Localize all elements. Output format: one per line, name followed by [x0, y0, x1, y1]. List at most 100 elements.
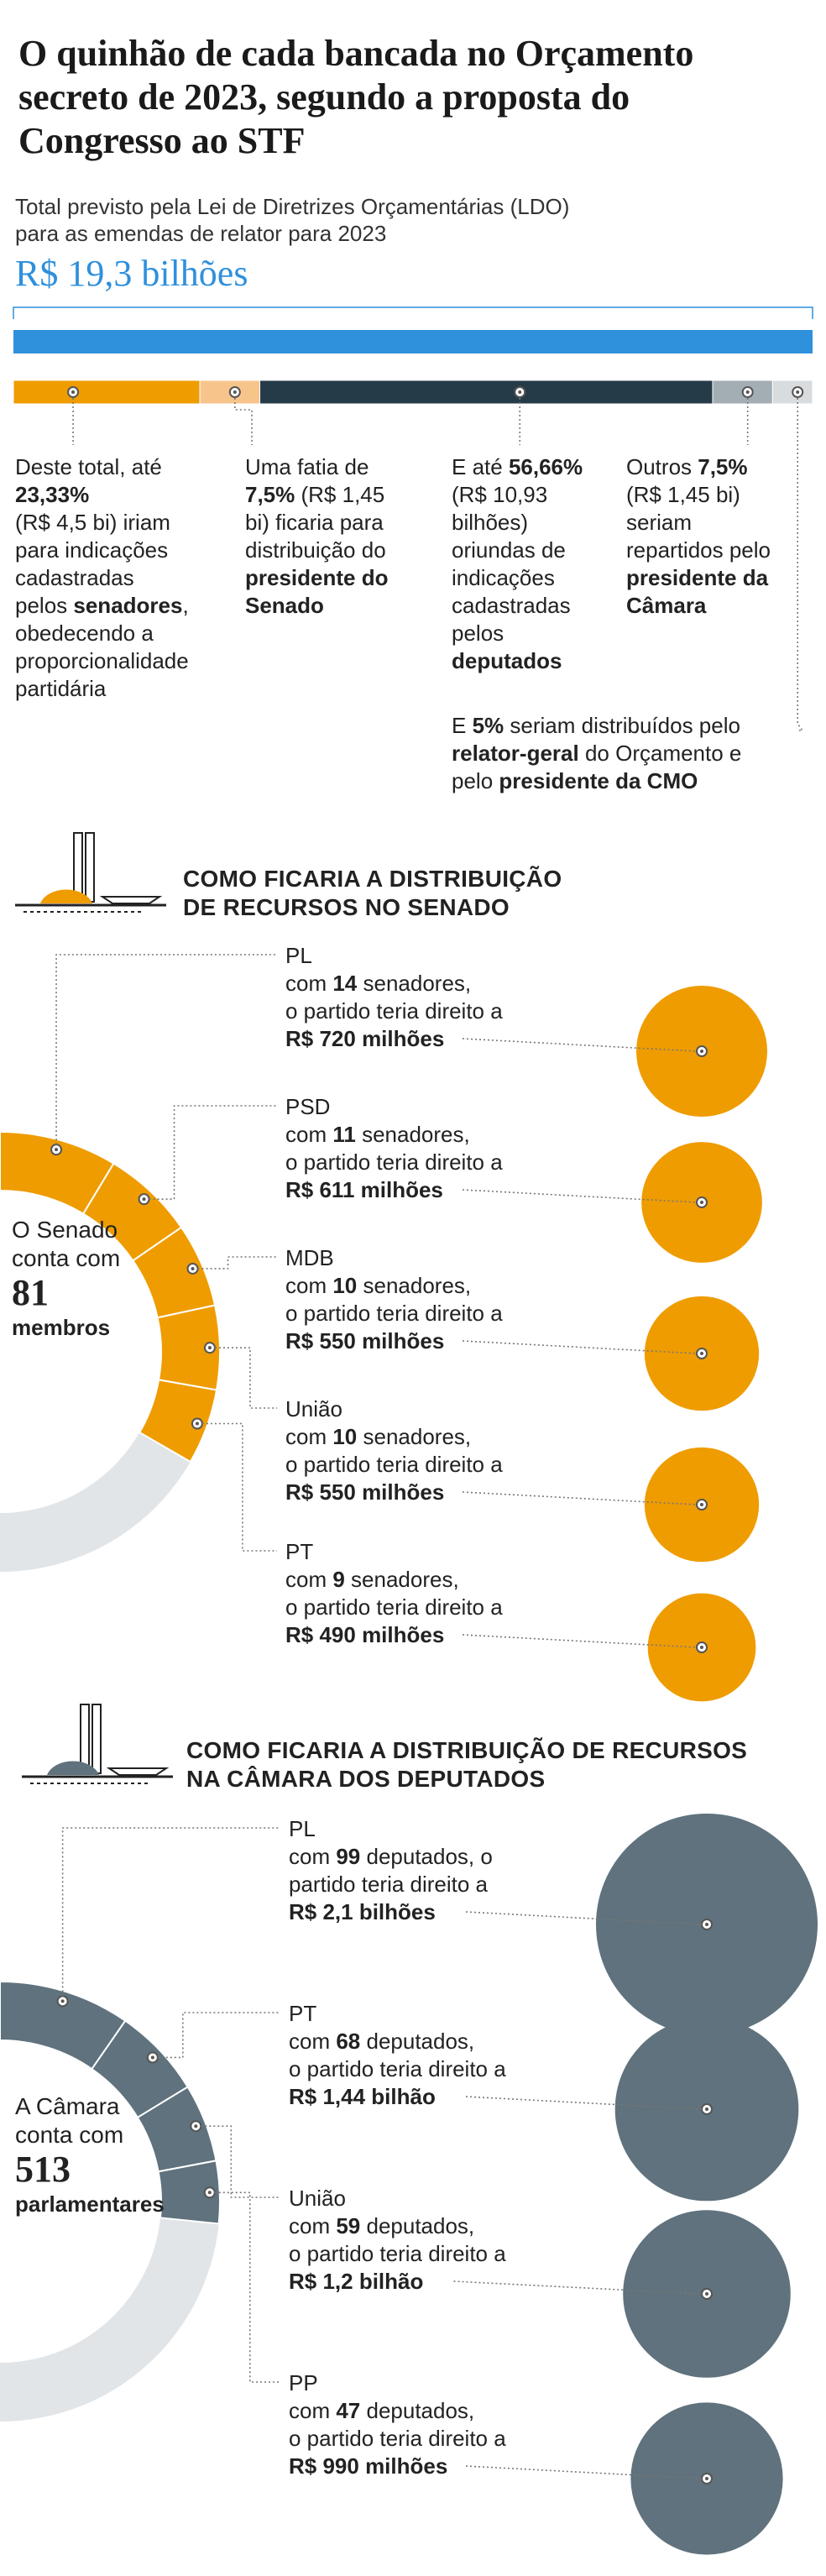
senado-ring-connector-4	[201, 1422, 277, 1552]
camara-party-name: PT	[289, 2001, 317, 2026]
senado-header: COMO FICARIA A DISTRIBUIÇÃO DE RECURSOS …	[183, 866, 562, 920]
senado-party-amount: R$ 550 milhões	[285, 1479, 445, 1505]
senado-ring-marker-4-center	[195, 1422, 199, 1426]
camara-bubble-marker-0-center	[705, 1923, 708, 1926]
stacked-bar-marker-2-center	[518, 390, 522, 394]
camara-amount-connector-3	[465, 2465, 703, 2479]
camara-building-icon-tower-right	[91, 1704, 102, 1774]
camara-with: com	[289, 2398, 337, 2423]
camara-seats-label: deputados,	[360, 2029, 475, 2054]
senado-party-amount: R$ 550 milhões	[285, 1328, 445, 1353]
senado-ring-connector-2	[197, 1256, 277, 1270]
senado-ring-marker-3-center	[207, 1346, 212, 1350]
camara-ring-marker-0-center	[60, 1999, 65, 2003]
stacked-bar-segment-2	[259, 380, 714, 405]
senado-with: com	[285, 1567, 333, 1592]
senado-ring-connector-3	[214, 1347, 277, 1409]
senado-amount-connector-4	[462, 1634, 698, 1648]
senado-ring-marker-0-center	[55, 1148, 59, 1152]
camara-ring-marker-2-center	[194, 2124, 198, 2128]
senado-ring-connector-0	[55, 954, 277, 1145]
senado-line2: o partido teria direito a	[285, 1452, 503, 1477]
camara-ring-connector-1	[157, 2012, 280, 2059]
camara-party-name: PP	[289, 2370, 318, 2395]
camara-line2: o partido teria direito a	[289, 2241, 506, 2266]
senado-bubble-marker-4-center	[700, 1646, 703, 1649]
camara-ring-marker-3-center	[207, 2191, 212, 2195]
senado-line2: o partido teria direito a	[285, 1301, 503, 1326]
camara-count: 513	[15, 2149, 71, 2190]
senado-party-name: PL	[285, 943, 312, 968]
camara-seats-label: deputados,	[360, 2398, 475, 2423]
total-bar	[13, 330, 813, 353]
stacked-bar-marker-0-center	[71, 390, 76, 394]
senado-count: 81	[12, 1272, 49, 1313]
note-deputados: E até 56,66% (R$ 10,93 bilhões) oriundas…	[452, 454, 583, 673]
camara-party-0: PL com 99 deputados, o partido teria direi…	[289, 1815, 493, 1926]
senado-line2: o partido teria direito a	[285, 998, 503, 1024]
senado-with: com	[285, 971, 333, 996]
stacked-bar-marker-1-center	[233, 390, 237, 394]
camara-amount-connector-0	[465, 1911, 703, 1925]
senado-with: com	[285, 1273, 333, 1298]
camara-bubble-marker-2-center	[705, 2292, 708, 2296]
camara-bubble-marker-1-center	[705, 2107, 708, 2111]
note-senadores: Deste total, até 23,33% (R$ 4,5 bi) iria…	[15, 454, 189, 701]
camara-ring-segment-3	[157, 2160, 221, 2225]
camara-party-name: União	[289, 2186, 346, 2211]
camara-ring-connector-3	[214, 2191, 280, 2383]
camara-ring-marker-1-center	[150, 2055, 154, 2060]
camara-party-1: PT com 68 deputados, o partido teria direi…	[289, 2000, 506, 2111]
camara-amount-connector-2	[453, 2280, 703, 2295]
senado-amount-connector-3	[462, 1491, 698, 1505]
senado-party-name: PT	[285, 1539, 314, 1564]
camara-party-2: União com 59 deputados, o partido teria di…	[289, 2185, 506, 2296]
senado-building-icon-bowl	[99, 896, 163, 904]
camara-with: com	[289, 1844, 337, 1869]
camara-ring-connector-2	[201, 2125, 280, 2198]
camara-lead: A Câmara conta com 513 parlamentares	[15, 2093, 165, 2217]
senado-party-seats: 14	[332, 971, 358, 996]
senado-party-seats: 9	[332, 1567, 345, 1592]
camara-party-amount: R$ 1,44 bilhão	[289, 2084, 436, 2109]
senado-amount-connector-2	[462, 1340, 698, 1354]
camara-party-seats: 68	[336, 2029, 361, 2054]
note-relator: E 5% seriam distribuídos pelo relator-ge…	[452, 713, 742, 793]
camara-party-amount: R$ 990 milhões	[289, 2453, 448, 2479]
camara-seats-label: deputados, o	[360, 1844, 493, 1869]
connector-presidente-senado	[234, 398, 253, 445]
camara-party-seats: 47	[336, 2398, 361, 2423]
camara-party-name: PL	[289, 1816, 316, 1841]
senado-ring-connector-1	[149, 1105, 277, 1200]
senado-bubble-marker-3-center	[700, 1503, 703, 1506]
stacked-bar-marker-4-center	[796, 390, 800, 394]
camara-header: COMO FICARIA A DISTRIBUIÇÃO DE RECURSOS …	[186, 1737, 748, 1792]
senado-line2: o partido teria direito a	[285, 1594, 503, 1620]
camara-amount-connector-1	[465, 2096, 703, 2110]
senado-party-seats: 11	[332, 1122, 356, 1147]
note-presidente-senado: Uma fatia de 7,5% (R$ 1,45 bi) ficaria p…	[245, 454, 389, 618]
camara-line2: o partido teria direito a	[289, 2056, 506, 2081]
senado-ring-marker-2-center	[191, 1266, 195, 1270]
total-bracket	[13, 306, 813, 319]
stacked-bar-marker-3-center	[745, 390, 750, 394]
camara-party-amount: R$ 2,1 bilhões	[289, 1899, 436, 1924]
senado-party-2: MDB com 10 senadores, o partido teria dire…	[285, 1244, 503, 1355]
senado-seats-label: senadores,	[357, 971, 472, 996]
senado-seats-label: senadores,	[355, 1122, 470, 1147]
camara-line2: partido teria direito a	[289, 1872, 489, 1897]
camara-seats-label: deputados,	[360, 2213, 475, 2238]
senado-party-amount: R$ 490 milhões	[285, 1622, 445, 1647]
senado-party-seats: 10	[332, 1424, 358, 1449]
camara-party-seats: 59	[336, 2213, 361, 2238]
senado-seats-label: senadores,	[344, 1567, 459, 1592]
camara-building-icon	[22, 1704, 173, 1784]
senado-amount-connector-0	[462, 1038, 698, 1052]
senado-bubble-marker-0-center	[700, 1050, 703, 1053]
subtitle: Total previsto pela Lei de Diretrizes Or…	[15, 194, 570, 246]
senado-party-3: União com 10 senadores, o partido teria di…	[285, 1395, 503, 1506]
stacked-bar-segment-0	[13, 380, 201, 405]
senado-line2: o partido teria direito a	[285, 1149, 503, 1175]
page-title: O quinhão de cada bancada no Orçamento s…	[18, 33, 694, 161]
